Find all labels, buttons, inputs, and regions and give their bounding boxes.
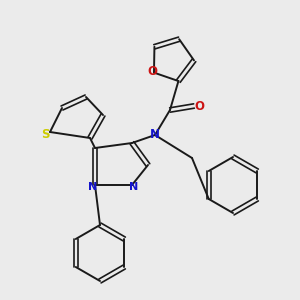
Text: O: O <box>147 65 157 78</box>
Text: N: N <box>150 128 160 142</box>
Text: N: N <box>88 182 98 192</box>
Text: O: O <box>194 100 204 112</box>
Text: S: S <box>41 128 49 140</box>
Text: N: N <box>129 182 139 192</box>
